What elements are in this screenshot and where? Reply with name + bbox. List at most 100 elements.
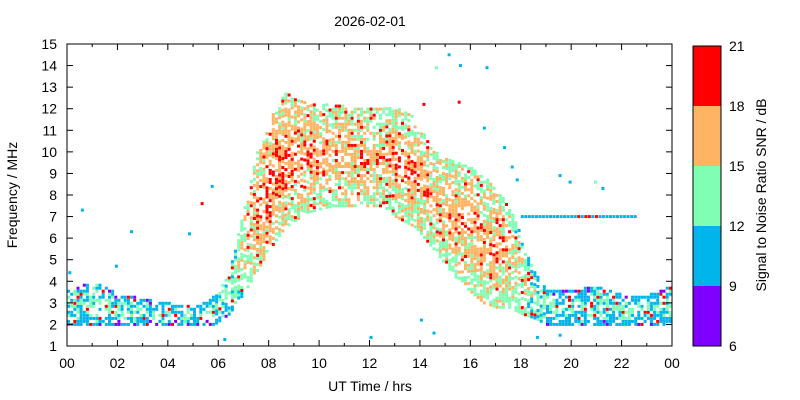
data-point — [353, 156, 357, 159]
data-point — [322, 152, 326, 156]
data-point — [293, 216, 297, 220]
data-point — [275, 153, 278, 157]
data-point — [486, 208, 490, 212]
data-point — [372, 180, 376, 184]
data-point — [473, 266, 477, 270]
data-point — [665, 298, 669, 302]
data-point — [120, 304, 124, 308]
data-point — [309, 122, 313, 126]
data-point — [432, 238, 436, 242]
data-point — [426, 176, 430, 180]
data-point — [356, 180, 360, 184]
data-point — [89, 313, 93, 317]
data-point — [347, 186, 351, 190]
data-point — [312, 151, 316, 155]
data-point — [290, 157, 294, 161]
data-point — [344, 165, 348, 168]
data-point — [73, 298, 77, 302]
data-point — [344, 125, 348, 129]
data-point — [552, 304, 556, 308]
data-point — [208, 310, 212, 314]
colorbar-band — [693, 166, 721, 226]
data-point — [583, 316, 587, 320]
data-point — [85, 292, 89, 296]
data-point — [486, 181, 490, 185]
data-point — [618, 307, 622, 311]
data-point — [249, 273, 253, 277]
data-point — [145, 307, 149, 311]
data-point — [325, 115, 329, 119]
data-point — [372, 168, 376, 171]
data-point — [243, 236, 247, 240]
data-point — [262, 237, 266, 241]
data-point — [271, 149, 275, 153]
data-point — [546, 295, 549, 299]
data-point — [262, 255, 266, 259]
data-point — [473, 254, 477, 257]
data-point — [325, 169, 329, 173]
data-point — [363, 110, 367, 114]
data-point — [413, 176, 417, 180]
data-point — [394, 124, 398, 128]
data-point — [382, 171, 386, 175]
data-point — [552, 316, 556, 320]
data-point — [275, 178, 278, 181]
data-point — [353, 137, 357, 141]
data-point — [372, 125, 376, 129]
data-point — [363, 131, 367, 135]
data-point — [609, 215, 612, 219]
data-point — [158, 301, 162, 305]
data-point — [297, 111, 300, 115]
data-point — [438, 246, 442, 250]
data-point — [467, 170, 471, 174]
data-point — [356, 146, 360, 150]
data-point — [473, 275, 477, 279]
data-point — [561, 301, 565, 305]
data-point — [473, 205, 477, 209]
data-point — [234, 267, 237, 271]
data-point — [665, 304, 669, 308]
data-point — [372, 201, 376, 205]
data-point — [482, 244, 486, 247]
data-point — [577, 289, 581, 293]
data-point — [67, 310, 70, 314]
data-point — [171, 322, 174, 326]
data-point — [561, 310, 565, 314]
data-point — [574, 319, 578, 323]
data-point — [470, 233, 474, 237]
data-point — [331, 113, 335, 117]
data-point — [218, 316, 222, 320]
data-point — [473, 284, 477, 288]
data-point — [306, 108, 310, 112]
data-point — [498, 257, 502, 261]
data-point — [363, 192, 367, 196]
data-point — [256, 196, 260, 200]
data-point — [353, 149, 357, 153]
data-point — [366, 186, 370, 190]
data-point — [637, 310, 641, 314]
data-point — [445, 233, 449, 237]
data-point — [527, 299, 531, 303]
data-point — [435, 227, 439, 231]
data-point — [479, 292, 483, 296]
data-point — [363, 168, 367, 171]
data-point — [426, 218, 430, 222]
data-point — [536, 290, 540, 294]
data-point — [584, 215, 588, 219]
data-point — [542, 315, 546, 319]
data-point — [530, 264, 534, 267]
data-point — [419, 318, 423, 322]
data-point — [407, 176, 411, 180]
data-point — [300, 163, 304, 167]
data-point — [315, 193, 319, 197]
data-point — [73, 301, 77, 305]
data-point — [218, 292, 222, 296]
data-point — [290, 139, 294, 143]
data-point — [344, 128, 348, 132]
data-point — [413, 143, 417, 147]
data-point — [174, 313, 178, 317]
data-point — [634, 301, 638, 305]
data-point — [451, 265, 455, 269]
data-point — [259, 197, 263, 201]
